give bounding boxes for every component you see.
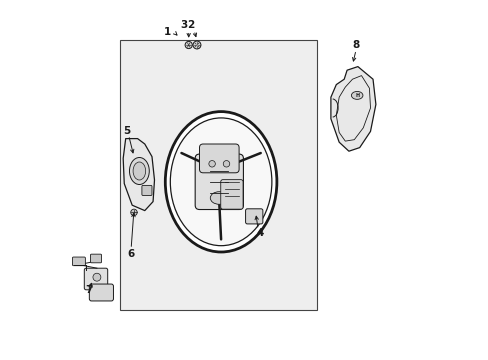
Ellipse shape bbox=[130, 209, 137, 216]
FancyBboxPatch shape bbox=[199, 144, 239, 173]
Ellipse shape bbox=[93, 273, 101, 281]
Ellipse shape bbox=[210, 192, 228, 204]
Polygon shape bbox=[330, 67, 375, 151]
FancyBboxPatch shape bbox=[220, 180, 243, 209]
FancyBboxPatch shape bbox=[195, 154, 243, 210]
FancyBboxPatch shape bbox=[84, 268, 107, 290]
Text: 8: 8 bbox=[352, 40, 359, 50]
Ellipse shape bbox=[133, 162, 145, 180]
FancyBboxPatch shape bbox=[72, 257, 85, 266]
FancyBboxPatch shape bbox=[245, 209, 263, 224]
Text: 1: 1 bbox=[163, 27, 170, 37]
Text: 5: 5 bbox=[122, 126, 130, 136]
Text: 2: 2 bbox=[187, 20, 194, 30]
FancyBboxPatch shape bbox=[90, 254, 102, 263]
Ellipse shape bbox=[129, 158, 149, 185]
Ellipse shape bbox=[193, 41, 201, 49]
Text: 6: 6 bbox=[127, 249, 135, 259]
FancyBboxPatch shape bbox=[89, 284, 113, 301]
Text: 4: 4 bbox=[256, 228, 263, 238]
Text: H: H bbox=[354, 93, 359, 98]
Ellipse shape bbox=[208, 161, 215, 167]
Text: 3: 3 bbox=[180, 20, 187, 30]
Ellipse shape bbox=[165, 112, 276, 252]
FancyBboxPatch shape bbox=[142, 185, 152, 195]
Ellipse shape bbox=[223, 161, 229, 167]
Ellipse shape bbox=[170, 118, 271, 246]
Ellipse shape bbox=[185, 41, 192, 49]
Bar bbox=[120, 40, 316, 310]
Text: 7: 7 bbox=[85, 285, 93, 295]
Ellipse shape bbox=[351, 91, 362, 99]
Polygon shape bbox=[123, 139, 154, 211]
